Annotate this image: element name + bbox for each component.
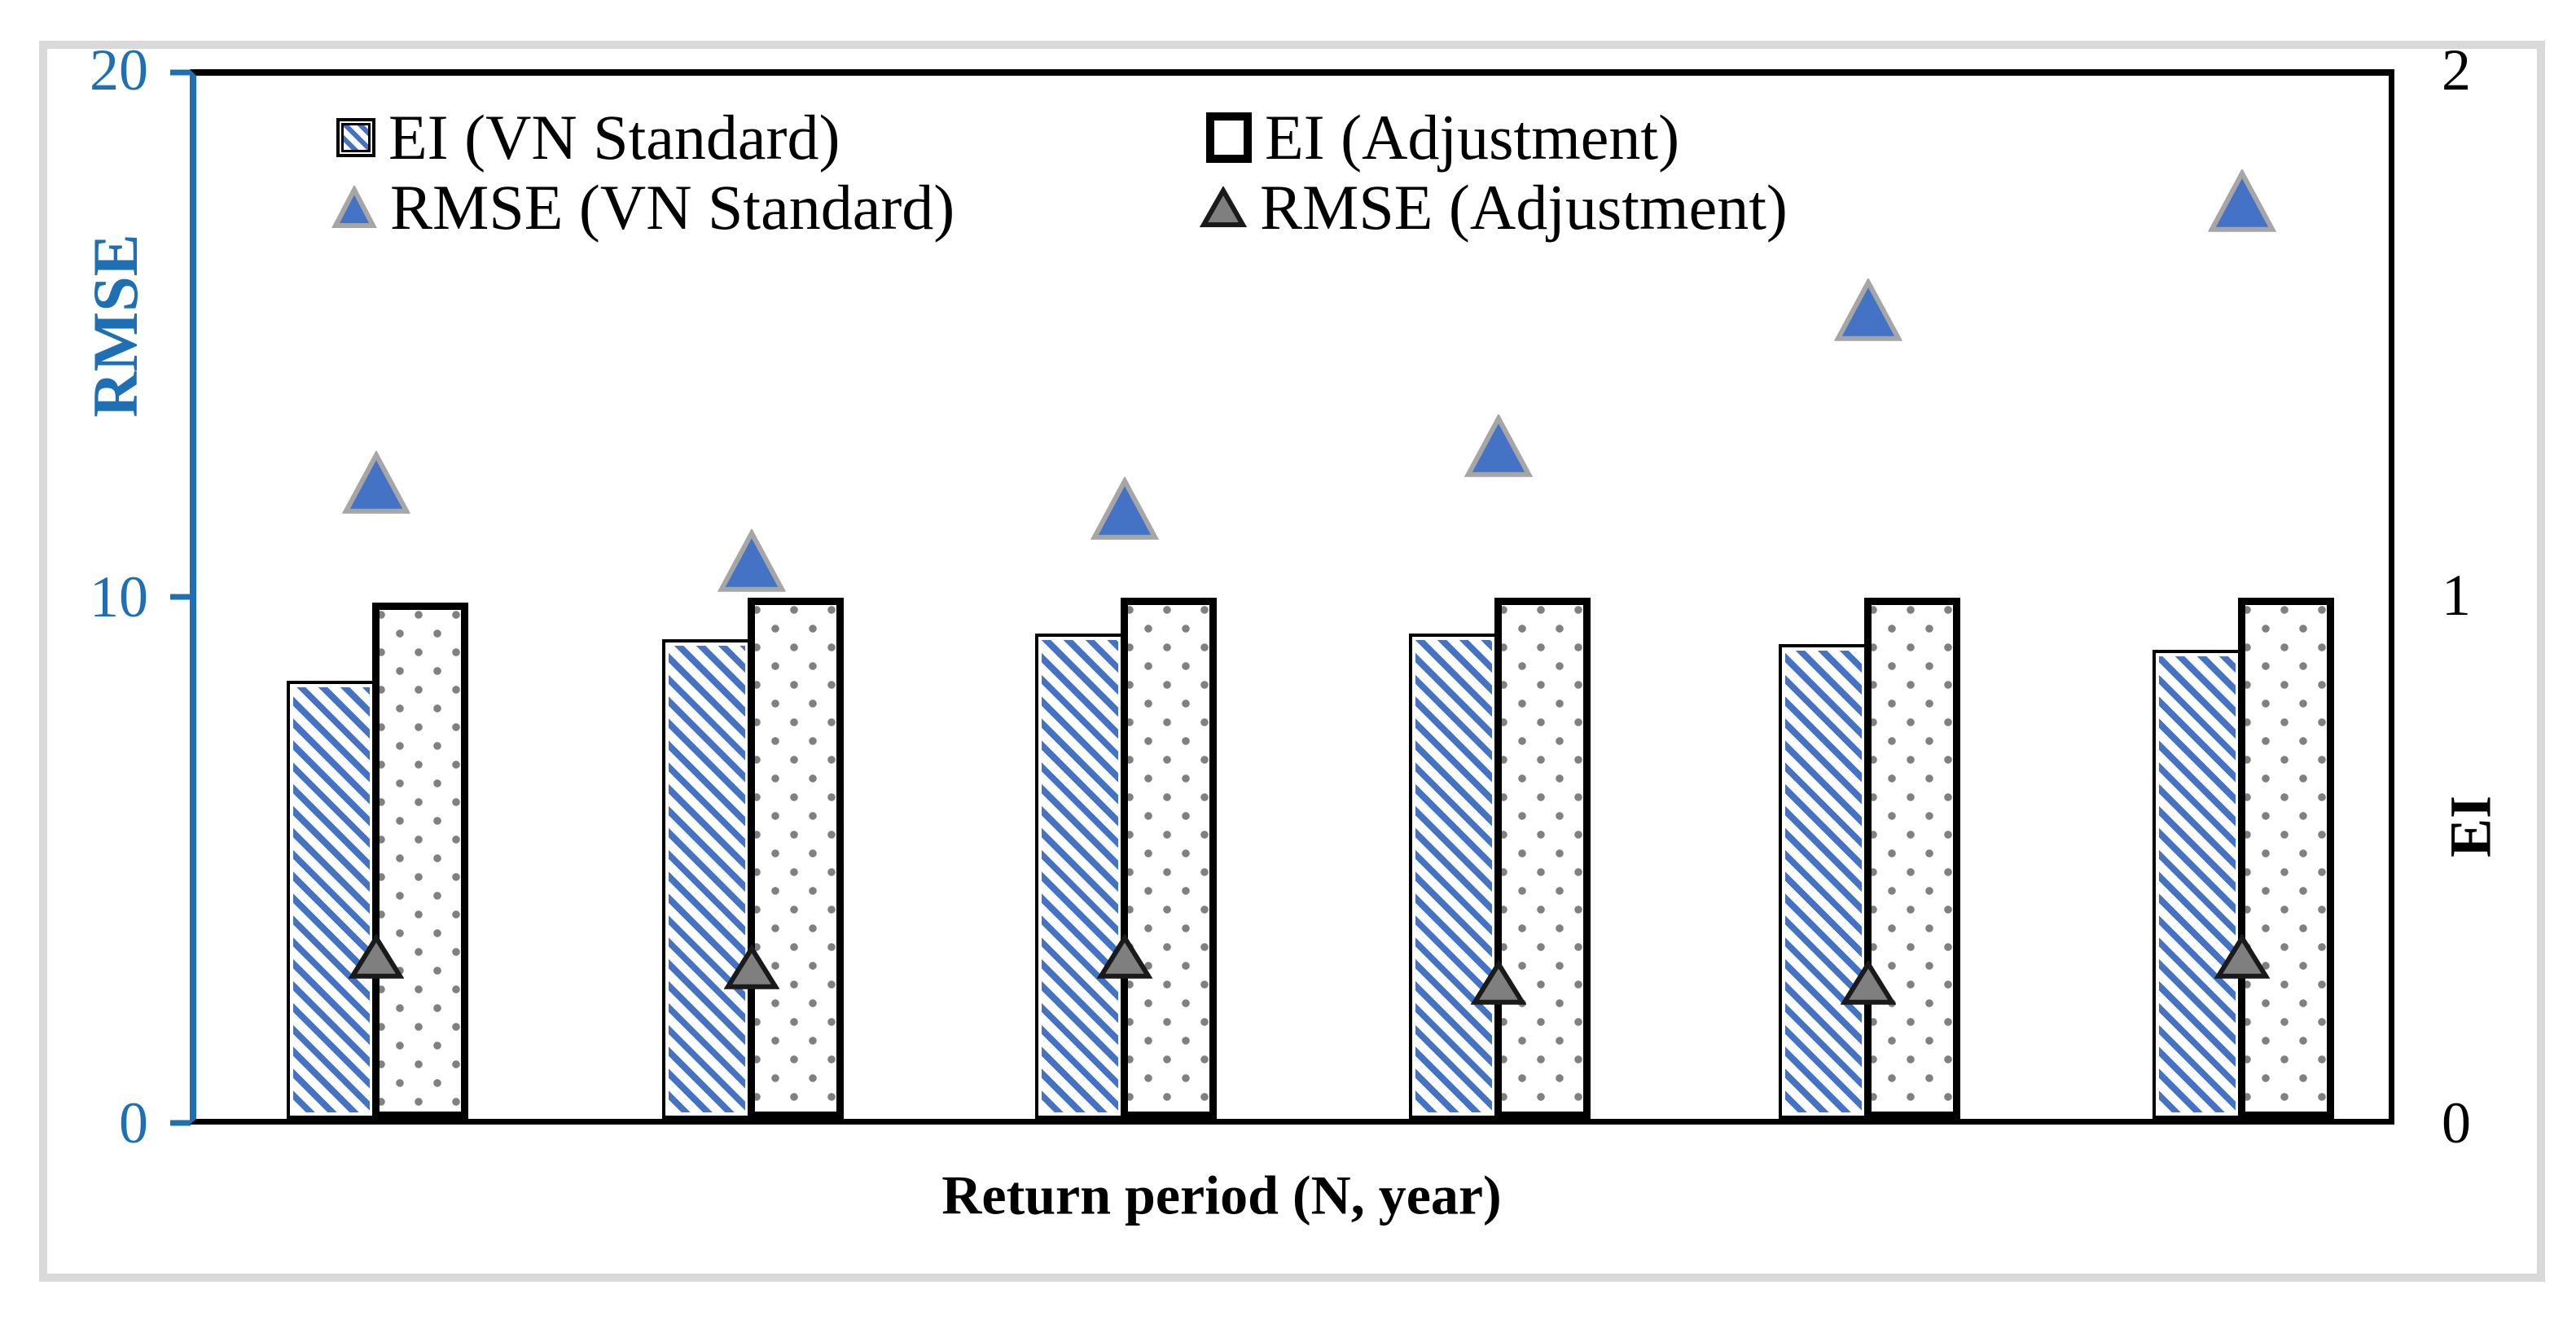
right-axis-title: EI [2438,795,2504,858]
marker-rmse-vn-standard [1090,476,1160,545]
right-axis-tick-label-2: 2 [2442,37,2471,103]
blue-triangle-swatch-icon [331,186,377,228]
right-axis-tick-label-0: 0 [2442,1090,2471,1156]
x-axis-title: Return period (N, year) [941,1164,1502,1226]
legend-item-ei-vn-standard: EI (VN Standard) [336,102,840,173]
bar-ei-adjustment [1494,597,1591,1119]
legend-item-rmse-vn-standard: RMSE (VN Standard) [331,172,954,243]
marker-rmse-adjustment [1840,959,1897,1010]
marker-rmse-vn-standard [718,528,787,597]
marker-rmse-vn-standard [1833,277,1902,346]
left-axis-tick-mark [170,1120,191,1126]
left-axis-tick-label-0: 0 [119,1090,148,1156]
bar-ei-adjustment [371,602,468,1119]
plot-area: EI (VN Standard) EI (Adjustment) RMSE (V… [190,69,2394,1125]
left-axis-tick-mark [170,69,191,76]
marker-rmse-adjustment [1096,933,1153,984]
bar-ei-vn-standard [2153,649,2243,1119]
bar-ei-adjustment [2238,597,2335,1119]
bar-ei-vn-standard [286,680,376,1119]
bar-ei-vn-standard [1778,644,1868,1119]
right-axis-tick-label-1: 1 [2442,563,2471,628]
bar-ei-adjustment [1863,597,1960,1119]
left-axis-tick-mark [170,594,191,600]
marker-rmse-adjustment [1470,959,1527,1010]
marker-rmse-adjustment [348,933,405,984]
hatched-bar-swatch-icon [336,118,375,157]
left-axis-tick-label-20: 20 [90,37,148,103]
marker-rmse-adjustment [2214,933,2271,984]
left-axis-tick-label-10: 10 [90,564,148,629]
white-bar-swatch-icon [1206,112,1252,163]
marker-rmse-vn-standard [1464,413,1534,482]
legend-label: RMSE (Adjustment) [1260,172,1788,243]
legend-item-rmse-adjustment: RMSE (Adjustment) [1200,172,1788,243]
legend-item-ei-adjustment: EI (Adjustment) [1206,102,1679,173]
legend-label: RMSE (VN Standard) [390,172,955,243]
bar-ei-adjustment [748,597,845,1119]
bar-ei-vn-standard [662,638,753,1119]
left-axis-title: RMSE [80,234,151,418]
gray-triangle-swatch-icon [1200,186,1247,227]
marker-rmse-vn-standard [341,450,410,519]
legend-label: EI (Adjustment) [1265,102,1680,173]
bar-ei-vn-standard [1035,634,1126,1119]
bar-ei-adjustment [1121,597,1218,1119]
legend-label: EI (VN Standard) [388,102,840,173]
marker-rmse-vn-standard [2207,168,2277,237]
series-layer [196,76,2389,1119]
bar-ei-vn-standard [1409,634,1499,1119]
marker-rmse-adjustment [723,944,781,994]
